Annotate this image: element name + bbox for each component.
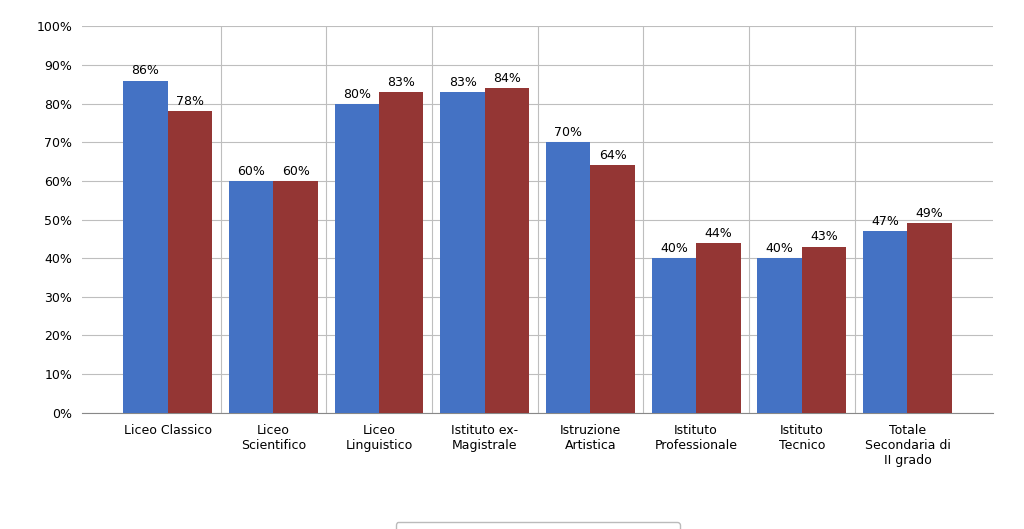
Text: 49%: 49% [915, 207, 943, 220]
Text: 70%: 70% [554, 126, 583, 139]
Legend: Tunisia, Totale non comunitari: Tunisia, Totale non comunitari [395, 522, 680, 529]
Bar [863, 231, 907, 413]
Bar [123, 80, 168, 413]
Text: 80%: 80% [343, 88, 371, 101]
Text: 60%: 60% [282, 165, 309, 178]
Bar [335, 104, 379, 413]
Bar [440, 92, 484, 413]
Text: 40%: 40% [766, 242, 794, 255]
Bar [168, 112, 212, 413]
Bar [229, 181, 273, 413]
Text: 84%: 84% [493, 72, 521, 85]
Bar [758, 258, 802, 413]
Text: 43%: 43% [810, 231, 838, 243]
Text: 47%: 47% [871, 215, 899, 228]
Text: 83%: 83% [449, 76, 476, 89]
Bar [273, 181, 317, 413]
Bar [651, 258, 696, 413]
Bar [546, 142, 591, 413]
Text: 83%: 83% [387, 76, 415, 89]
Text: 64%: 64% [599, 149, 627, 162]
Bar [379, 92, 424, 413]
Bar [484, 88, 529, 413]
Bar [907, 223, 952, 413]
Text: 60%: 60% [238, 165, 265, 178]
Text: 78%: 78% [176, 95, 204, 108]
Bar [696, 243, 740, 413]
Text: 44%: 44% [705, 226, 732, 240]
Text: 86%: 86% [132, 65, 160, 77]
Bar [591, 166, 635, 413]
Bar [802, 247, 846, 413]
Text: 40%: 40% [660, 242, 688, 255]
